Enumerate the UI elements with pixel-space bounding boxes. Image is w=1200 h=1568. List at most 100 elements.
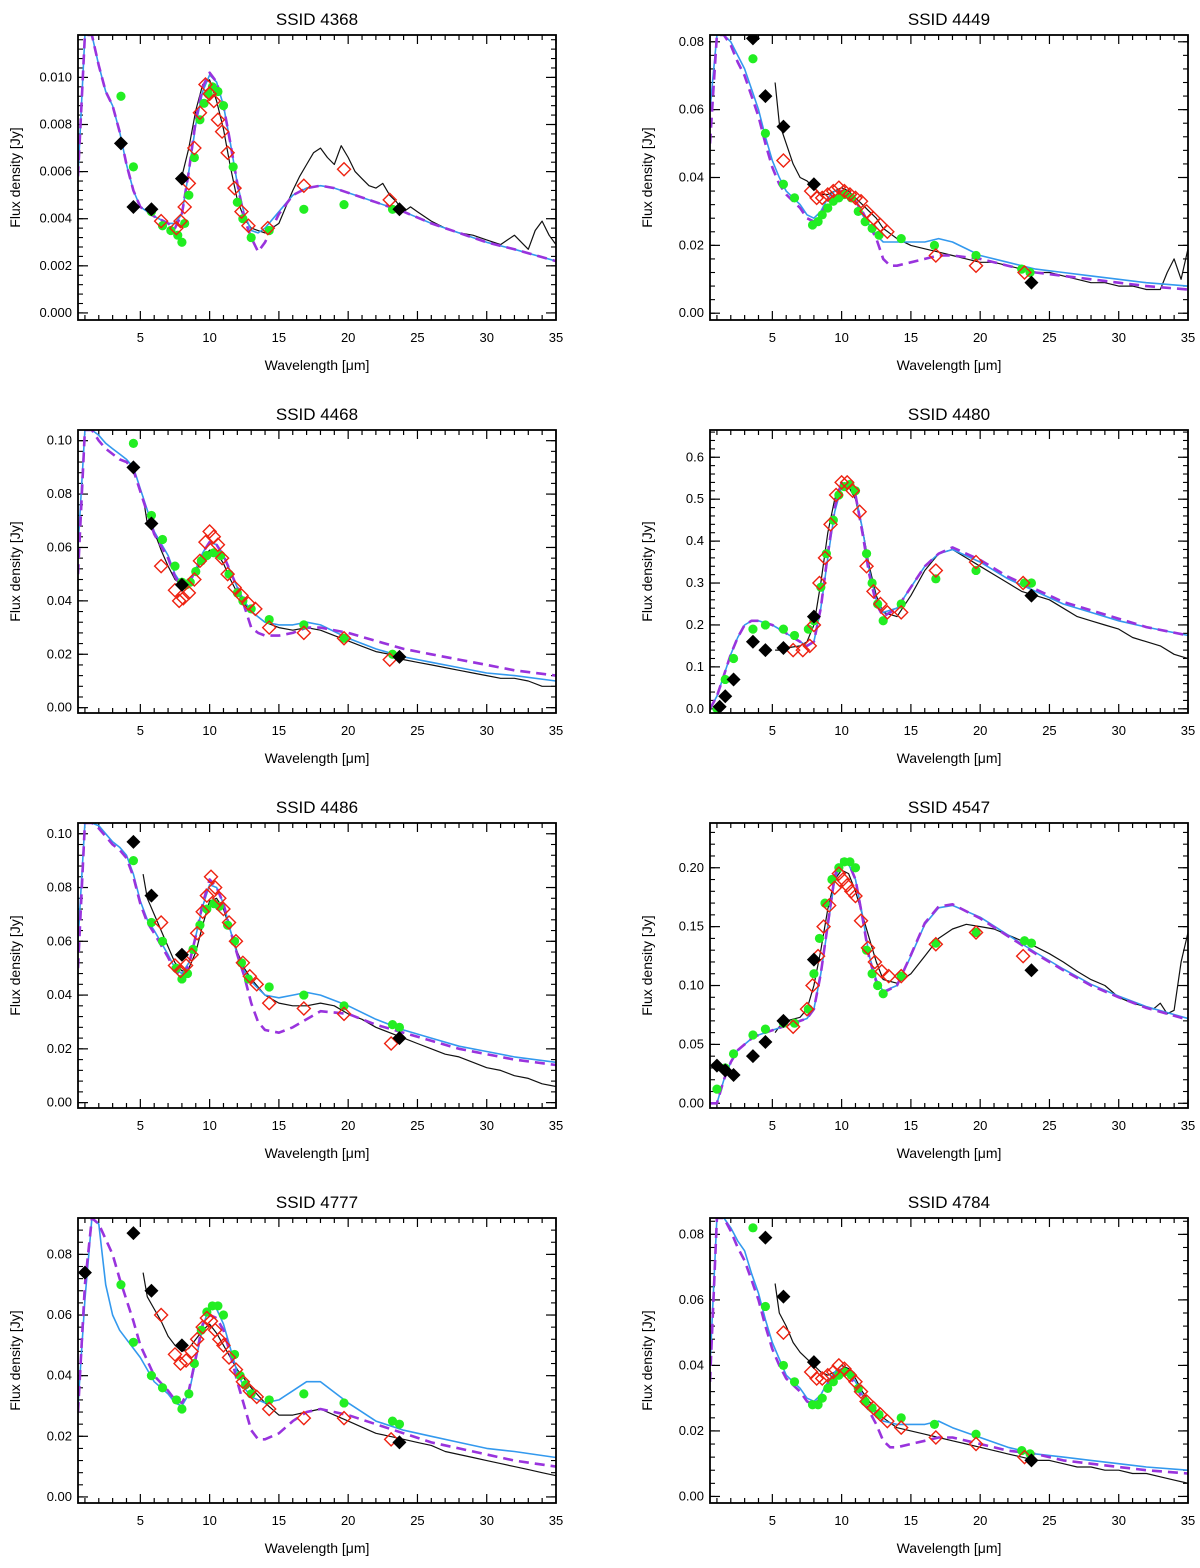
plot-area — [78, 35, 556, 263]
plot-area — [78, 430, 556, 687]
green-data-point — [299, 204, 309, 214]
red-diamond-point — [336, 630, 352, 646]
green-data-point — [971, 565, 981, 576]
black-diamond-point — [392, 1435, 407, 1450]
red-diamond-point — [336, 161, 352, 177]
red-diamond-point — [383, 1035, 399, 1051]
red-diamond-point — [809, 190, 825, 206]
red-diamond-point — [853, 193, 869, 209]
y-tick-label: 0.5 — [686, 491, 704, 506]
green-data-point — [850, 863, 861, 873]
y-tick-label: 0.006 — [39, 164, 72, 179]
x-tick-label: 35 — [549, 330, 563, 345]
model-line-blue — [78, 823, 556, 1064]
x-tick-label: 35 — [1181, 1118, 1195, 1133]
x-axis-label: Wavelength [μm] — [265, 1145, 370, 1161]
green-data-point — [971, 250, 981, 261]
x-tick-label: 25 — [410, 330, 424, 345]
x-tick-label: 15 — [272, 330, 286, 345]
red-diamond-point — [206, 93, 222, 109]
green-data-point — [789, 630, 800, 641]
x-tick-label: 35 — [1181, 1513, 1195, 1528]
green-data-point — [896, 233, 906, 244]
model-line-purple-dashed — [78, 823, 556, 1067]
red-diamond-point — [181, 585, 197, 601]
green-data-point — [339, 199, 349, 210]
chart-title: SSID 4468 — [276, 405, 358, 424]
x-tick-label: 30 — [479, 723, 493, 738]
green-data-point — [778, 179, 789, 189]
green-data-point — [224, 569, 234, 579]
green-data-point — [157, 936, 168, 946]
green-data-point — [116, 1280, 126, 1290]
chart-panel: SSID 4486 Wavelength [μm] Flux density [Jy… — [7, 798, 563, 1161]
red-diamond-point — [821, 897, 837, 913]
green-data-point — [229, 936, 240, 946]
y-tick-label: 0.02 — [679, 1423, 704, 1438]
red-diamond-point — [874, 963, 890, 979]
x-tick-label: 20 — [341, 330, 355, 345]
x-tick-label: 20 — [973, 1118, 987, 1133]
model-line-purple-dashed — [710, 858, 1188, 1105]
green-data-point — [873, 980, 883, 991]
black-diamond-point — [776, 641, 791, 656]
y-axis-label: Flux density [Jy] — [7, 915, 23, 1015]
red-diamond-point — [192, 553, 208, 569]
y-tick-label: 0.010 — [39, 69, 72, 84]
red-diamond-point — [220, 145, 236, 161]
black-diamond-point — [806, 952, 821, 967]
black-diamond-point — [78, 1265, 92, 1280]
black-diamond-point — [126, 1226, 141, 1241]
model-line-purple-dashed — [78, 35, 556, 263]
red-diamond-point — [1017, 1449, 1033, 1465]
red-diamond-point — [210, 537, 226, 553]
y-tick-label: 0.06 — [679, 1292, 704, 1307]
red-diamond-point — [382, 192, 398, 208]
x-tick-label: 15 — [904, 1118, 918, 1133]
green-data-point — [971, 1429, 981, 1439]
black-diamond-point — [1024, 588, 1039, 603]
green-data-point — [218, 1310, 229, 1320]
green-data-point — [971, 927, 981, 938]
red-diamond-point — [261, 620, 277, 636]
y-tick-label: 0.0 — [686, 701, 704, 716]
green-data-point — [264, 1395, 274, 1405]
red-diamond-point — [853, 913, 869, 929]
green-data-point — [803, 624, 813, 634]
red-diamond-point — [879, 1413, 895, 1429]
red-diamond-point — [173, 213, 189, 229]
green-data-point — [202, 550, 212, 561]
red-diamond-point — [210, 112, 226, 128]
red-diamond-point — [828, 487, 844, 503]
y-tick-label: 0.02 — [47, 1041, 72, 1056]
green-data-point — [712, 1084, 722, 1094]
x-tick-label: 20 — [973, 1513, 987, 1528]
green-data-point — [299, 620, 309, 630]
x-tick-label: 30 — [1111, 1118, 1125, 1133]
red-diamond-point — [814, 1371, 830, 1387]
red-diamond-point — [968, 1436, 984, 1452]
black-diamond-point — [745, 1049, 760, 1064]
red-diamond-point — [928, 562, 944, 578]
red-diamond-point — [221, 914, 237, 930]
spectrum-line — [774, 1283, 1188, 1484]
red-diamond-point — [186, 140, 202, 156]
green-data-point — [813, 1400, 823, 1410]
red-diamond-point — [215, 901, 231, 917]
black-diamond-point — [726, 1068, 741, 1083]
black-diamond-point — [392, 1031, 407, 1046]
spectrum-line — [142, 496, 556, 687]
red-diamond-point — [178, 958, 194, 973]
x-tick-label: 10 — [834, 330, 848, 345]
x-tick-label: 20 — [973, 723, 987, 738]
black-diamond-point — [758, 1230, 773, 1245]
red-diamond-point — [847, 1374, 863, 1390]
red-diamond-point — [879, 604, 895, 620]
green-data-point — [209, 548, 219, 558]
x-tick-label: 15 — [272, 723, 286, 738]
black-diamond-point — [776, 1289, 791, 1304]
green-data-point — [128, 856, 139, 866]
green-data-point — [929, 1419, 940, 1429]
red-diamond-point — [835, 872, 851, 888]
y-tick-label: 0.002 — [39, 258, 72, 273]
